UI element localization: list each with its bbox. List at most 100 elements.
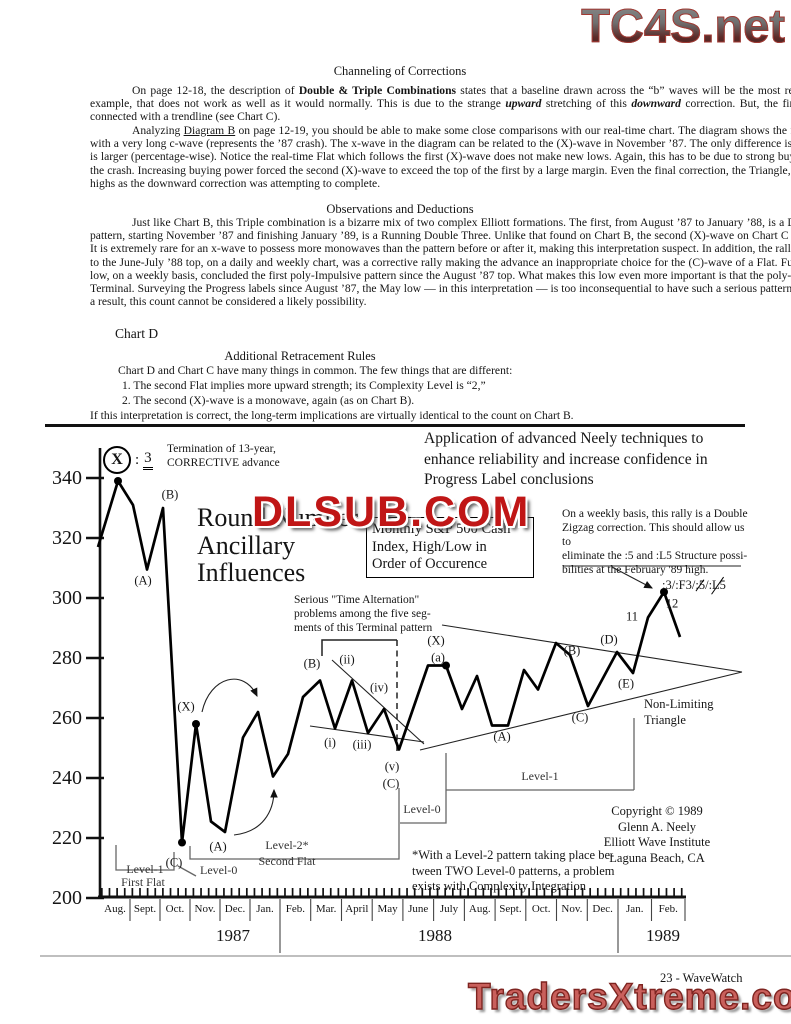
chart-d-label: Chart D xyxy=(115,326,159,341)
x-axis-month-label: Aug. xyxy=(104,903,126,915)
text-line: Triangle xyxy=(644,713,686,727)
text-run: states that a baseline drawn across the … xyxy=(90,84,791,111)
level-label: Level-2* xyxy=(265,838,309,852)
list-item-2: 2. The second (X)-wave is a monowave, ag… xyxy=(122,394,415,407)
non-limiting-triangle-label: Non-Limiting Triangle xyxy=(644,696,713,728)
wave-label: (X) xyxy=(427,633,445,648)
price-line xyxy=(96,479,682,844)
year-label: 1987 xyxy=(216,926,250,945)
paragraph-conclusion: If this interpretation is correct, the l… xyxy=(90,409,574,422)
text-run: :5 xyxy=(695,578,706,592)
y-axis-label: 240 xyxy=(52,767,82,789)
x-axis-month-label: Jan. xyxy=(626,903,644,915)
paragraph-observations: Just like Chart B, this Triple combinati… xyxy=(90,216,791,309)
structure-3: 3 xyxy=(143,450,153,470)
paragraph-channeling-2: Analyzing Diagram B on page 12-19, you s… xyxy=(90,124,791,190)
x-axis-month-label: Jan. xyxy=(256,903,274,915)
text-line: problems among the five seg- xyxy=(294,608,431,620)
text-run: correction. But, the first two b-waves xyxy=(685,97,791,111)
note-arrow xyxy=(611,566,653,589)
x-axis-month-label: Nov. xyxy=(194,903,216,915)
copyright-block: Copyright © 1989 Glenn A. Neely Elliott Wa… xyxy=(576,804,738,866)
colon: : xyxy=(135,451,140,468)
wedge-lower-trendline xyxy=(309,725,425,743)
wave-label: (iii) xyxy=(352,737,372,752)
x-axis-month-label: June xyxy=(408,903,429,915)
y-axis-label: 300 xyxy=(52,587,82,609)
level1-bracket xyxy=(446,718,635,791)
wave-label: (v) xyxy=(384,759,400,774)
y-axis-label: 320 xyxy=(52,527,82,549)
level-label: First Flat xyxy=(121,875,165,889)
y-axis-label: 200 xyxy=(52,887,82,909)
text-line: tween TWO Level-0 patterns, a problem xyxy=(412,863,615,878)
x-axis-month-label: July xyxy=(439,903,459,915)
y-axis-label: 340 xyxy=(52,467,82,489)
text-line: Serious "Time Alternation" xyxy=(294,594,420,606)
wave-label: (C) xyxy=(571,710,589,725)
wave-label: (ii) xyxy=(339,652,355,667)
watermark-tc4s: TC4S.net xyxy=(581,0,786,53)
chart-title-box: Monthly S&P 500 Cash Index, High/Low in Or… xyxy=(366,517,534,578)
year-label: 1988 xyxy=(418,926,452,945)
text-line: Application of advanced Neely techniques… xyxy=(424,430,704,447)
x-axis-month-label: Aug. xyxy=(468,903,491,915)
wave-label: (a) xyxy=(431,650,445,665)
wave-label: (E) xyxy=(618,676,634,691)
x-axis-month-label: April xyxy=(345,903,369,915)
x-axis-month-label: Dec. xyxy=(592,903,613,915)
y-axis-label: 220 xyxy=(52,827,82,849)
text-run: / xyxy=(705,578,709,592)
structure-label-feb89: :3/:F3/:5/:L5 xyxy=(662,578,726,593)
wave-label: (B) xyxy=(303,656,321,671)
time-alternation-note: Serious "Time Alternation" problems among… xyxy=(294,593,436,635)
text-run: be connected with a trendline (see Chart… xyxy=(90,110,281,124)
text-line: Order of Occurence xyxy=(372,556,488,572)
x-axis-month-label: Feb. xyxy=(285,903,305,915)
circled-x-symbol: X xyxy=(103,446,131,474)
text-line: *With a Level-2 pattern taking place be- xyxy=(412,848,615,862)
text-line: Glenn A. Neely xyxy=(617,819,697,834)
wedge-upper-trendline xyxy=(331,659,425,745)
text-run: :L5 xyxy=(708,578,726,592)
text-line: Laguna Beach, CA xyxy=(609,850,705,865)
wave-label: (iv) xyxy=(369,680,389,695)
curved-arrow-x-to-peak xyxy=(201,678,258,713)
watermark-tradersxtreme: TradersXtreme.com xyxy=(467,975,791,1017)
section-divider-rule xyxy=(45,424,745,427)
section-heading-retracement: Additional Retracement Rules xyxy=(224,349,376,363)
text-line: Copyright © 1989 xyxy=(611,804,703,818)
wave-label: (i) xyxy=(324,735,336,750)
text-line: Index, High/Low in xyxy=(372,538,487,555)
text-run: downward xyxy=(631,97,681,111)
level-label: Second Flat xyxy=(258,854,316,868)
level-label: Level-0 xyxy=(200,863,238,877)
text-line: Round Number xyxy=(197,503,359,532)
triangle-lower-trendline xyxy=(419,671,743,751)
complexity-footnote: *With a Level-2 pattern taking place be-… xyxy=(412,848,614,895)
text-line: Influences xyxy=(197,558,306,587)
wave-label: (B) xyxy=(161,487,179,502)
wave-label: (X) xyxy=(177,699,195,714)
wave-label: (A) xyxy=(493,729,511,744)
text-run: upward xyxy=(505,97,542,111)
level-label: Level-0 xyxy=(403,802,441,816)
text-line: eliminate the :5 and :L5 Structure possi… xyxy=(562,550,748,562)
wave-label: (C) xyxy=(165,855,183,870)
price-point-dot xyxy=(114,477,122,485)
page-number: 23 - WaveWatch xyxy=(660,971,743,985)
x-axis-month-label: Sept. xyxy=(133,903,157,915)
alternation-bracket xyxy=(321,639,397,656)
price-point-dot xyxy=(192,720,200,728)
wave-label: (C) xyxy=(382,776,400,791)
text-line: bilities at the February '89 high. xyxy=(562,564,709,576)
section-heading-observations: Observations and Deductions xyxy=(326,202,474,216)
wave-label: (A) xyxy=(134,573,152,588)
text-line: On a weekly basis, this rally is a Doubl… xyxy=(562,508,748,520)
text-line: Progress Label conclusions xyxy=(424,471,594,488)
termination-note: Termination of 13-year, CORRECTIVE advanc… xyxy=(167,442,280,470)
text-run: Analyzing xyxy=(132,124,184,137)
text-line: Termination of 13-year, xyxy=(167,443,276,455)
